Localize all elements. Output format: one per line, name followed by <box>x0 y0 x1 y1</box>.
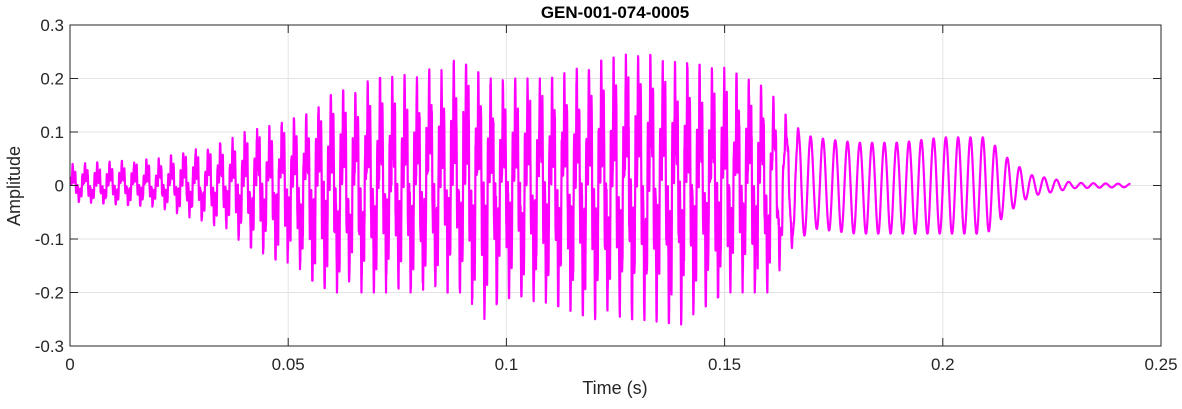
x-tick-label: 0.1 <box>495 355 519 374</box>
x-tick-label: 0.15 <box>708 355 741 374</box>
y-tick-label: 0.3 <box>40 16 64 35</box>
x-axis-label: Time (s) <box>582 378 647 398</box>
chart-title: GEN-001-074-0005 <box>541 3 689 22</box>
y-tick-label: 0 <box>55 177 64 196</box>
y-tick-label: 0.1 <box>40 123 64 142</box>
y-tick-label: -0.3 <box>35 337 64 356</box>
waveform-line <box>69 53 1132 326</box>
x-tick-label: 0.2 <box>931 355 955 374</box>
ticks: 0 0.05 0.1 0.15 0.2 0.25 -0.3 -0.2 -0.1 0 0.1 0.2 0.… <box>35 16 1178 374</box>
y-tick-label: 0.2 <box>40 70 64 89</box>
x-tick-label: 0.05 <box>272 355 305 374</box>
x-tick-label: 0 <box>65 355 74 374</box>
y-tick-label: -0.1 <box>35 230 64 249</box>
plot-area <box>69 53 1132 326</box>
y-tick-label: -0.2 <box>35 284 64 303</box>
x-tick-label: 0.25 <box>1144 355 1177 374</box>
y-axis-label: Amplitude <box>4 146 24 226</box>
